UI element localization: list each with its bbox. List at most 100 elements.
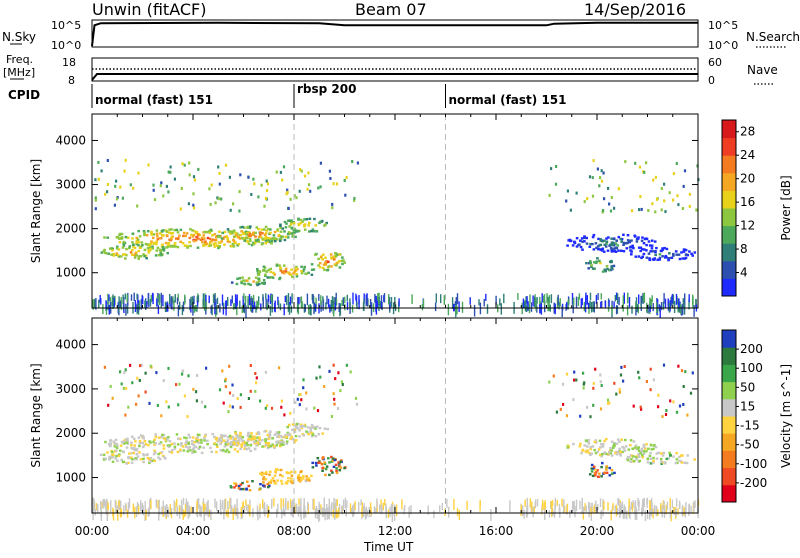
range-gate-cell bbox=[262, 279, 266, 282]
ground-scatter-cell bbox=[523, 509, 525, 520]
range-gate-cell bbox=[317, 433, 321, 436]
range-gate-cell bbox=[116, 444, 119, 447]
ground-scatter-cell bbox=[267, 294, 270, 302]
ground-scatter-cell bbox=[352, 505, 354, 517]
range-gate-cell bbox=[601, 461, 604, 465]
speckle-cell bbox=[125, 386, 128, 390]
range-gate-cell bbox=[115, 247, 119, 250]
ground-scatter-cell bbox=[205, 301, 207, 311]
range-gate-cell bbox=[279, 468, 283, 472]
range-gate-cell bbox=[320, 463, 324, 466]
speckle-cell bbox=[345, 363, 348, 367]
ground-scatter-cell bbox=[682, 304, 684, 315]
range-gate-cell bbox=[111, 249, 114, 252]
range-gate-cell bbox=[252, 437, 256, 441]
ground-scatter-cell bbox=[296, 503, 298, 513]
range-gate-cell bbox=[647, 447, 650, 450]
range-gate-cell bbox=[199, 238, 203, 241]
range-gate-cell bbox=[173, 445, 177, 448]
range-gate-cell bbox=[235, 433, 238, 436]
ground-scatter-cell bbox=[551, 500, 554, 507]
ground-scatter-cell bbox=[212, 293, 215, 304]
range-gate-cell bbox=[620, 240, 623, 243]
ground-scatter-cell bbox=[191, 296, 194, 306]
ground-scatter-cell bbox=[232, 303, 235, 310]
speckle-cell bbox=[252, 177, 255, 181]
range-gate-cell bbox=[234, 233, 238, 236]
speckle-cell bbox=[121, 196, 124, 200]
range-gate-cell bbox=[226, 440, 229, 444]
ground-scatter-cell bbox=[210, 509, 212, 520]
range-gate-cell bbox=[139, 458, 143, 461]
ground-scatter-cell bbox=[618, 498, 620, 506]
range-gate-cell bbox=[608, 474, 612, 477]
range-gate-cell bbox=[137, 255, 141, 258]
range-gate-cell bbox=[266, 446, 270, 450]
range-gate-cell bbox=[270, 237, 273, 240]
range-gate-cell bbox=[194, 238, 198, 242]
range-gate-cell bbox=[217, 235, 220, 238]
cpid-segment-label: normal (fast) 151 bbox=[95, 93, 213, 107]
speckle-cell bbox=[340, 380, 343, 384]
range-gate-cell bbox=[267, 437, 271, 440]
range-gate-cell bbox=[322, 263, 326, 266]
range-gate-cell bbox=[589, 242, 592, 246]
ground-scatter-cell bbox=[225, 300, 227, 309]
speckle-cell bbox=[328, 169, 331, 173]
range-gate-cell bbox=[258, 436, 261, 439]
range-gate-cell bbox=[273, 482, 277, 485]
range-gate-cell bbox=[215, 443, 219, 446]
speckle-cell bbox=[555, 410, 558, 414]
range-gate-cell bbox=[293, 269, 297, 273]
range-gate-cell bbox=[290, 227, 294, 230]
noise-series bbox=[91, 21, 698, 47]
speckle-cell bbox=[682, 385, 685, 388]
range-gate-cell bbox=[676, 461, 679, 464]
range-gate-cell bbox=[341, 262, 344, 266]
ground-scatter-cell bbox=[231, 295, 233, 304]
range-gate-cell bbox=[315, 425, 319, 428]
speckle-cell bbox=[354, 396, 358, 400]
range-gate-cell bbox=[183, 436, 186, 439]
range-gate-cell bbox=[275, 444, 279, 447]
speckle-cell bbox=[319, 375, 322, 379]
range-gate-cell bbox=[196, 234, 200, 237]
ground-scatter-cell bbox=[637, 304, 639, 314]
range-gate-cell bbox=[257, 432, 261, 436]
ground-scatter-cell bbox=[500, 303, 502, 315]
range-gate-cell bbox=[169, 245, 173, 248]
ground-scatter-cell bbox=[551, 506, 553, 514]
ground-scatter-cell bbox=[583, 302, 586, 312]
speckle-cell bbox=[618, 387, 621, 391]
range-gate-cell bbox=[626, 234, 630, 237]
colorbar-tick-label: -100 bbox=[740, 457, 767, 471]
range-gate-cell bbox=[249, 449, 252, 453]
ground-scatter-cell bbox=[616, 305, 619, 314]
speckle-cell bbox=[129, 363, 132, 367]
range-gate-cell bbox=[311, 466, 315, 469]
speckle-cell bbox=[173, 177, 176, 181]
range-gate-cell bbox=[109, 439, 113, 442]
range-gate-cell bbox=[116, 254, 120, 257]
range-gate-cell bbox=[297, 223, 301, 227]
ground-scatter-cell bbox=[333, 497, 335, 510]
speckle-cell bbox=[573, 370, 576, 374]
range-gate-cell bbox=[222, 439, 226, 442]
ground-scatter-cell bbox=[142, 296, 144, 305]
range-gate-cell bbox=[323, 427, 327, 430]
ground-scatter-cell bbox=[554, 497, 557, 509]
range-gate-cell bbox=[310, 268, 314, 271]
range-gate-cell bbox=[624, 445, 628, 448]
ground-scatter-cell bbox=[358, 299, 360, 310]
range-gate-cell bbox=[690, 252, 693, 255]
range-gate-cell bbox=[254, 439, 258, 443]
range-gate-cell bbox=[603, 243, 607, 246]
speckle-cell bbox=[660, 208, 663, 212]
range-gate-cell bbox=[341, 256, 344, 259]
speckle-cell bbox=[640, 407, 643, 411]
ground-scatter-cell bbox=[495, 295, 497, 306]
ground-scatter-cell bbox=[314, 305, 316, 313]
range-gate-cell bbox=[683, 461, 686, 464]
range-gate-cell bbox=[232, 239, 236, 243]
